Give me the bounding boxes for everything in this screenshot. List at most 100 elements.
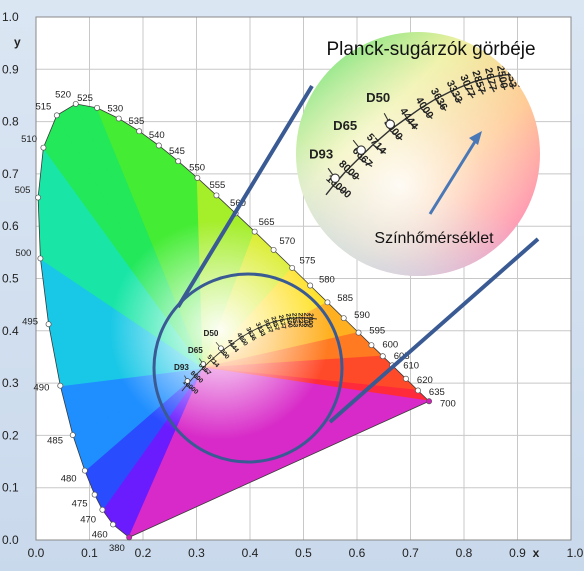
planck-hatch	[248, 332, 254, 339]
illuminant-label: D65	[188, 346, 203, 355]
locus-point	[213, 192, 220, 199]
planck-hatch	[298, 317, 302, 325]
x-tick-label: 0.3	[188, 546, 205, 560]
y-tick-label: 0.2	[2, 428, 19, 442]
y-tick-label: 0.9	[2, 62, 19, 76]
locus-label: 515	[35, 101, 51, 112]
cct-label: 2677	[482, 66, 499, 92]
y-tick-label: 0.8	[2, 115, 19, 129]
x-axis-label: x	[533, 546, 540, 560]
cct-label: 2677	[277, 314, 287, 330]
locus-label: 580	[319, 274, 335, 285]
locus-label: 620	[417, 375, 433, 386]
locus-point	[57, 382, 64, 389]
x-tick-label: 0.0	[28, 546, 45, 560]
gamut-fill	[38, 103, 430, 538]
zoom-source-circle	[152, 272, 344, 464]
locus-label: 525	[77, 93, 93, 104]
cct-label: 2222	[297, 313, 304, 328]
y-tick-label: 0.0	[2, 533, 19, 547]
locus-point	[69, 432, 76, 438]
locus-label: 590	[354, 310, 370, 321]
locus-point	[53, 112, 60, 119]
x-tick-label: 0.8	[456, 546, 473, 560]
planck-hatch	[474, 80, 484, 95]
illuminant-marker	[184, 378, 191, 384]
locus-point	[110, 521, 116, 528]
planck-hatch	[220, 351, 227, 357]
locus-label: 585	[337, 293, 353, 304]
locus-label: 555	[209, 180, 225, 191]
y-tick-label: 0.3	[2, 376, 19, 390]
planck-hatch	[279, 320, 284, 327]
planck-hatch	[345, 170, 360, 180]
locus-label: 485	[47, 436, 63, 447]
planck-hatch	[292, 317, 296, 325]
locus-label: 550	[189, 162, 205, 173]
y-axis-label: y	[14, 35, 21, 49]
locus-label: 600	[382, 339, 398, 350]
locus-point	[355, 329, 362, 336]
planck-hatch	[507, 74, 515, 90]
locus-label: 570	[279, 236, 295, 247]
planck-hatch	[286, 318, 291, 326]
locus-point	[99, 506, 106, 513]
locus-label: 700	[440, 398, 456, 409]
planck-hatch	[389, 129, 403, 141]
cct-label: 2857	[269, 316, 280, 332]
locus-label: 530	[107, 104, 123, 115]
locus-label: 510	[21, 134, 37, 145]
illuminant-marker	[385, 119, 395, 129]
planck-hatch	[358, 157, 373, 168]
x-tick-label: 0.4	[242, 546, 259, 560]
x-tick-label: 0.5	[295, 546, 312, 560]
annotation-arrow	[428, 139, 478, 215]
locus-point	[37, 255, 44, 262]
planck-hatch	[463, 85, 474, 99]
planck-hatch	[257, 327, 263, 335]
chart-title: Planck-sugárzók görbéje	[326, 39, 535, 60]
locus-label: 505	[15, 185, 31, 196]
locus-label: 575	[300, 255, 316, 266]
locus-point	[126, 534, 133, 541]
planck-hatch	[193, 376, 201, 381]
illuminant-label: D50	[204, 329, 219, 338]
planck-hatch	[185, 385, 193, 390]
annotation-label: Színhőmérséklet	[374, 230, 494, 247]
locus-point	[81, 467, 88, 474]
locus-label: 495	[22, 317, 38, 328]
y-tick-label: 0.7	[2, 167, 19, 181]
cct-label: 2500	[494, 64, 510, 89]
locus-label: 490	[34, 383, 50, 394]
locus-point	[270, 246, 277, 253]
zoom-connector-left	[176, 84, 314, 309]
illuminant-label: D93	[174, 363, 189, 372]
locus-point	[307, 282, 314, 289]
locus-label: 595	[369, 326, 385, 337]
plot-border	[35, 16, 572, 541]
y-tick-label: 0.4	[2, 324, 19, 338]
locus-point	[194, 174, 201, 181]
y-tick-label: 0.5	[2, 272, 19, 286]
locus-point	[379, 353, 386, 360]
locus-point	[35, 194, 42, 201]
locus-point	[155, 142, 162, 149]
illuminant-label: D65	[333, 118, 357, 133]
locus-label: 470	[80, 514, 96, 525]
y-tick-label: 1.0	[2, 10, 19, 24]
locus-label: 500	[15, 248, 31, 259]
planck-hatch	[420, 107, 433, 120]
planck-hatch	[210, 360, 217, 366]
planck-hatch	[201, 368, 209, 374]
x-tick-label: 0.6	[349, 546, 366, 560]
locus-point	[251, 228, 258, 235]
locus-point	[289, 264, 296, 271]
locus-point	[175, 158, 182, 165]
locus-point	[426, 398, 433, 405]
illuminant-label: D50	[366, 90, 390, 105]
locus-label: 545	[169, 146, 185, 157]
locus-point	[403, 375, 409, 382]
locus-point	[115, 115, 122, 122]
